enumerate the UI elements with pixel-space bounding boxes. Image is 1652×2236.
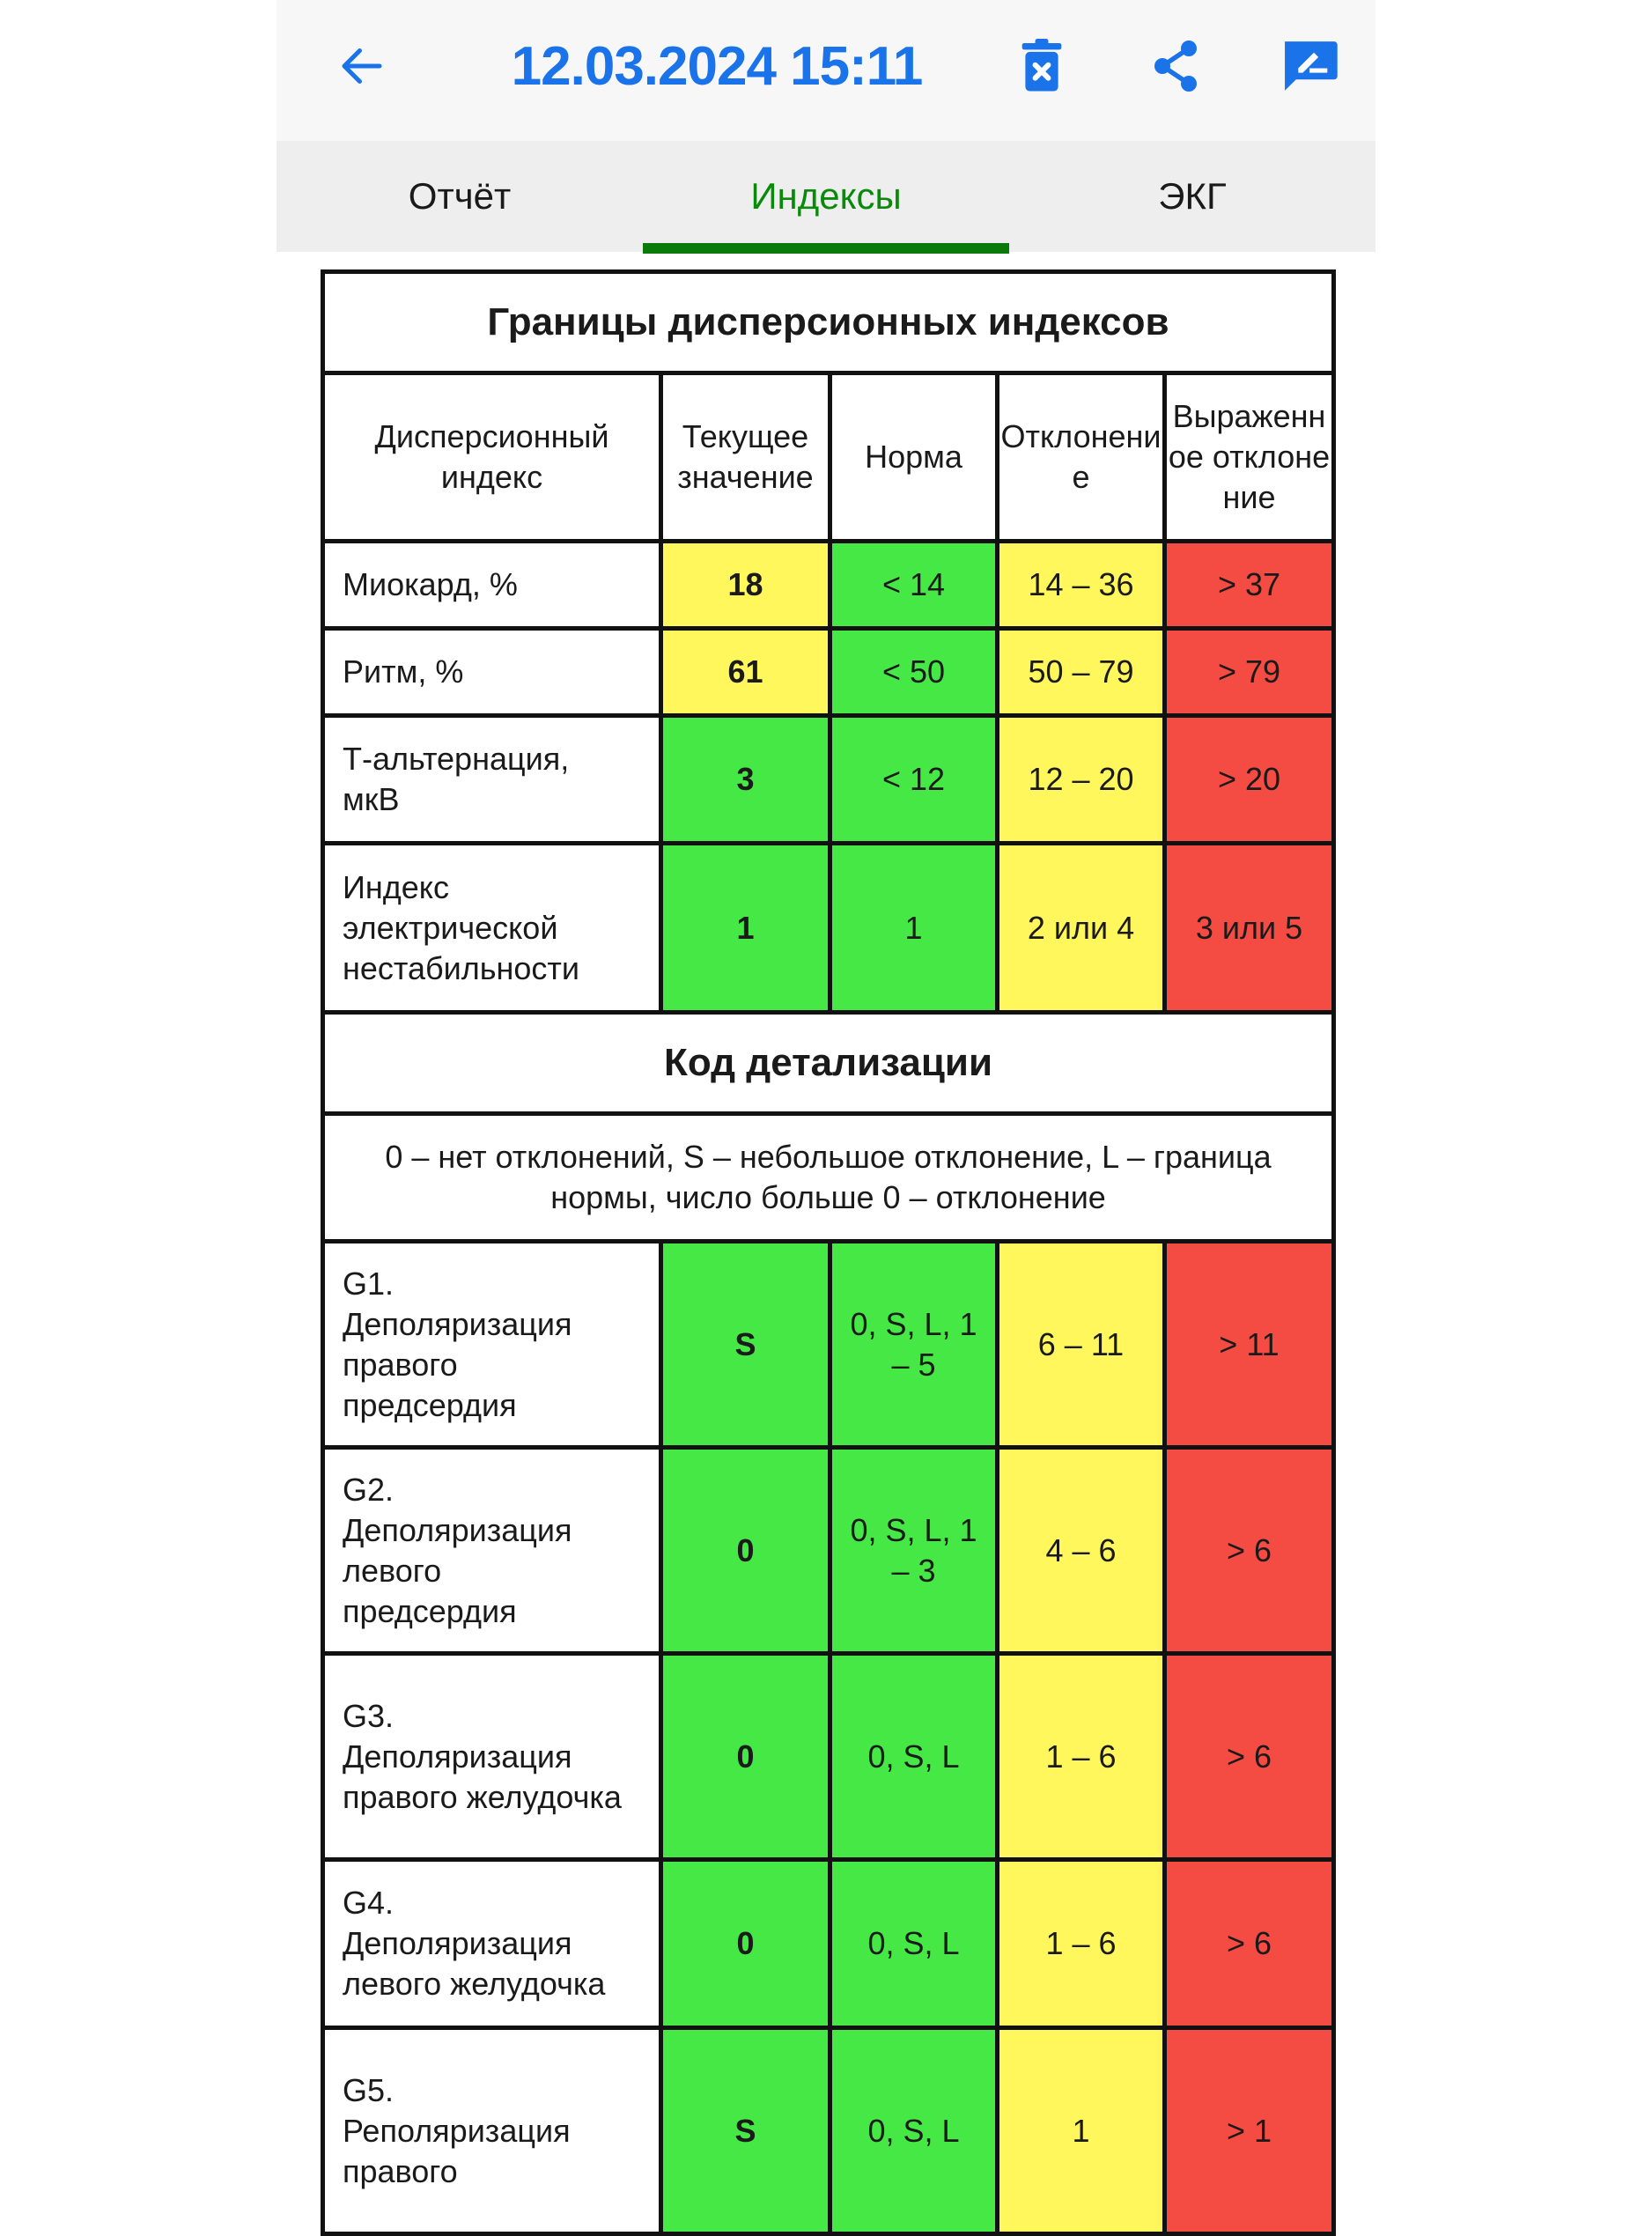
row-label: G4. Деполяризация левого желудочка [321,1857,663,2030]
table-row: G4. Деполяризация левого желудочка 0 0, … [321,1857,1337,2030]
current-value: 0 [659,1651,832,1862]
row-code: G4. [343,1885,395,1921]
table-row: Т-альтернация, мкВ 3 < 12 12 – 20 > 20 [321,713,1337,845]
row-label: Т-альтернация, мкВ [321,713,663,845]
severe-value: 3 или 5 [1162,841,1337,1015]
table-row: G2. Деполяризация левого предсердия 0 0,… [321,1445,1337,1656]
severe-value: > 6 [1162,1857,1337,2030]
section-title-row: Границы дисперсионных индексов [320,269,1337,375]
back-button[interactable] [322,26,402,106]
deviation-value: 50 – 79 [995,626,1167,718]
indices-table: Границы дисперсионных индексов Дисперсио… [320,269,1337,2236]
tab-report[interactable]: Отчёт [277,141,643,252]
table-header-row: Дисперсионный индекс Текущее значение Но… [321,371,1337,543]
tab-label: Отчёт [408,175,512,217]
column-header-severe: Выраженное отклонение [1162,371,1337,543]
tab-indices[interactable]: Индексы [643,141,1009,254]
current-value: 0 [659,1445,832,1656]
row-name: Деполяризация правого предсердия [343,1305,572,1423]
deviation-value: 6 – 11 [995,1239,1167,1450]
norm-value: < 50 [828,626,999,718]
row-label: G1. Деполяризация правого предсердия [321,1239,663,1450]
row-label: G2. Деполяризация левого предсердия [321,1445,663,1656]
norm-value: 0, S, L, 1 – 3 [828,1445,999,1656]
column-header-current: Текущее значение [659,371,832,543]
severe-value: > 79 [1162,626,1337,718]
table-row: Миокард, % 18 < 14 14 – 36 > 37 [321,539,1337,631]
row-name: Реполяризация правого [343,2112,571,2189]
dispersion-section-title: Границы дисперсионных индексов [320,269,1337,375]
norm-value: 0, S, L, 1 – 5 [828,1239,999,1450]
delete-button[interactable] [1002,26,1081,106]
norm-value: 0, S, L [828,1651,999,1862]
trash-icon [1021,39,1062,92]
norm-value: < 14 [828,539,999,631]
table-row: G3. Деполяризация правого желудочка 0 0,… [321,1651,1337,1862]
severe-value: > 6 [1162,1445,1337,1656]
app-screen: 12.03.2024 15:11 [277,0,1375,2236]
column-header-index: Дисперсионный индекс [321,371,663,543]
norm-value: 0, S, L [828,1857,999,2030]
active-tab-indicator [643,243,1009,254]
table-row: Ритм, % 61 < 50 50 – 79 > 79 [321,626,1337,718]
deviation-value: 12 – 20 [995,713,1167,845]
deviation-value: 1 – 6 [995,1651,1167,1862]
current-value: 3 [659,713,832,845]
row-code: G2. [343,1471,395,1508]
table-row: G1. Деполяризация правого предсердия S 0… [321,1239,1337,1450]
table-row: Индекс электрической нестабильности 1 1 … [321,841,1337,1015]
tab-ecg[interactable]: ЭКГ [1009,141,1375,252]
tab-bar: Отчёт Индексы ЭКГ [277,141,1375,254]
detail-code-legend: 0 – нет отклонений, S – небольшое отклон… [320,1111,1337,1243]
row-code: G1. [343,1265,395,1302]
row-label: Индекс электрической нестабильности [321,841,663,1015]
row-name: Деполяризация левого желудочка [343,1925,606,2002]
top-app-bar: 12.03.2024 15:11 [277,0,1375,141]
current-value: S [659,1239,832,1450]
current-value: 1 [659,841,832,1015]
deviation-value: 2 или 4 [995,841,1167,1015]
row-label: G5. Реполяризация правого [321,2026,663,2236]
record-datetime-title: 12.03.2024 15:11 [511,36,924,97]
tab-label: Индексы [750,175,902,217]
legend-row: 0 – нет отклонений, S – небольшое отклон… [320,1111,1337,1243]
table-row: G5. Реполяризация правого S 0, S, L 1 > … [321,2026,1337,2236]
norm-value: 0, S, L [828,2026,999,2236]
severe-value: > 6 [1162,1651,1337,1862]
tab-label: ЭКГ [1158,175,1227,217]
row-name: Деполяризация правого желудочка [343,1738,622,1815]
column-header-deviation: Отклонение [995,371,1167,543]
arrow-left-icon [342,48,382,84]
row-code: G3. [343,1697,395,1734]
edit-note-button[interactable] [1270,26,1349,106]
row-label: Ритм, % [321,626,663,718]
current-value: S [659,2026,832,2236]
severe-value: > 37 [1162,539,1337,631]
deviation-value: 1 – 6 [995,1857,1167,2030]
share-button[interactable] [1136,26,1215,106]
current-value: 18 [659,539,832,631]
deviation-value: 14 – 36 [995,539,1167,631]
severe-value: > 11 [1162,1239,1337,1450]
current-value: 0 [659,1857,832,2030]
deviation-value: 1 [995,2026,1167,2236]
detail-section-title: Код детализации [320,1010,1337,1116]
row-label: Миокард, % [321,539,663,631]
current-value: 61 [659,626,832,718]
severe-value: > 1 [1162,2026,1337,2236]
row-code: G5. [343,2071,395,2108]
section-title-row: Код детализации [320,1010,1337,1116]
norm-value: < 12 [828,713,999,845]
share-icon [1154,41,1197,92]
severe-value: > 20 [1162,713,1337,845]
column-header-norm: Норма [828,371,999,543]
deviation-value: 4 – 6 [995,1445,1167,1656]
edit-note-icon [1285,41,1338,91]
row-label: G3. Деполяризация правого желудочка [321,1651,663,1862]
row-name: Деполяризация левого предсердия [343,1511,572,1629]
norm-value: 1 [828,841,999,1015]
